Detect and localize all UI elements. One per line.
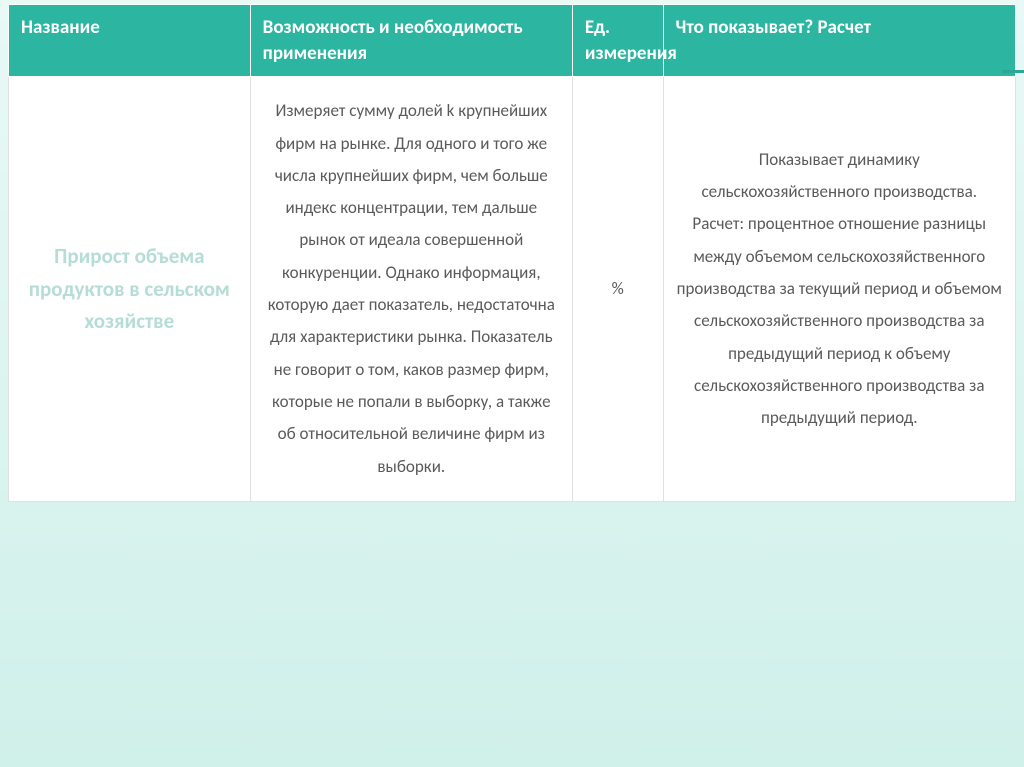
col-header-possibility: Возможность и необходимость применения xyxy=(250,5,572,77)
col-header-name: Название xyxy=(9,5,251,77)
table-header-row: Название Возможность и необходимость при… xyxy=(9,5,1016,77)
cell-unit: % xyxy=(572,77,663,502)
cell-possibility: Измеряет сумму долей k крупнейших фирм н… xyxy=(250,77,572,502)
col-header-unit: Ед. измерения xyxy=(572,5,663,77)
accent-line xyxy=(1002,70,1024,73)
cell-shows: Показывает динамику сельскохозяйственног… xyxy=(663,77,1015,502)
table-row: Прирост объема продуктов в сельском хозя… xyxy=(9,77,1016,502)
cell-name: Прирост объема продуктов в сельском хозя… xyxy=(9,77,251,502)
indicator-title: Прирост объема продуктов в сельском хозя… xyxy=(21,240,238,338)
indicator-table: Название Возможность и необходимость при… xyxy=(8,4,1016,502)
slide: Название Возможность и необходимость при… xyxy=(0,0,1024,767)
col-header-shows: Что показывает? Расчет xyxy=(663,5,1015,77)
